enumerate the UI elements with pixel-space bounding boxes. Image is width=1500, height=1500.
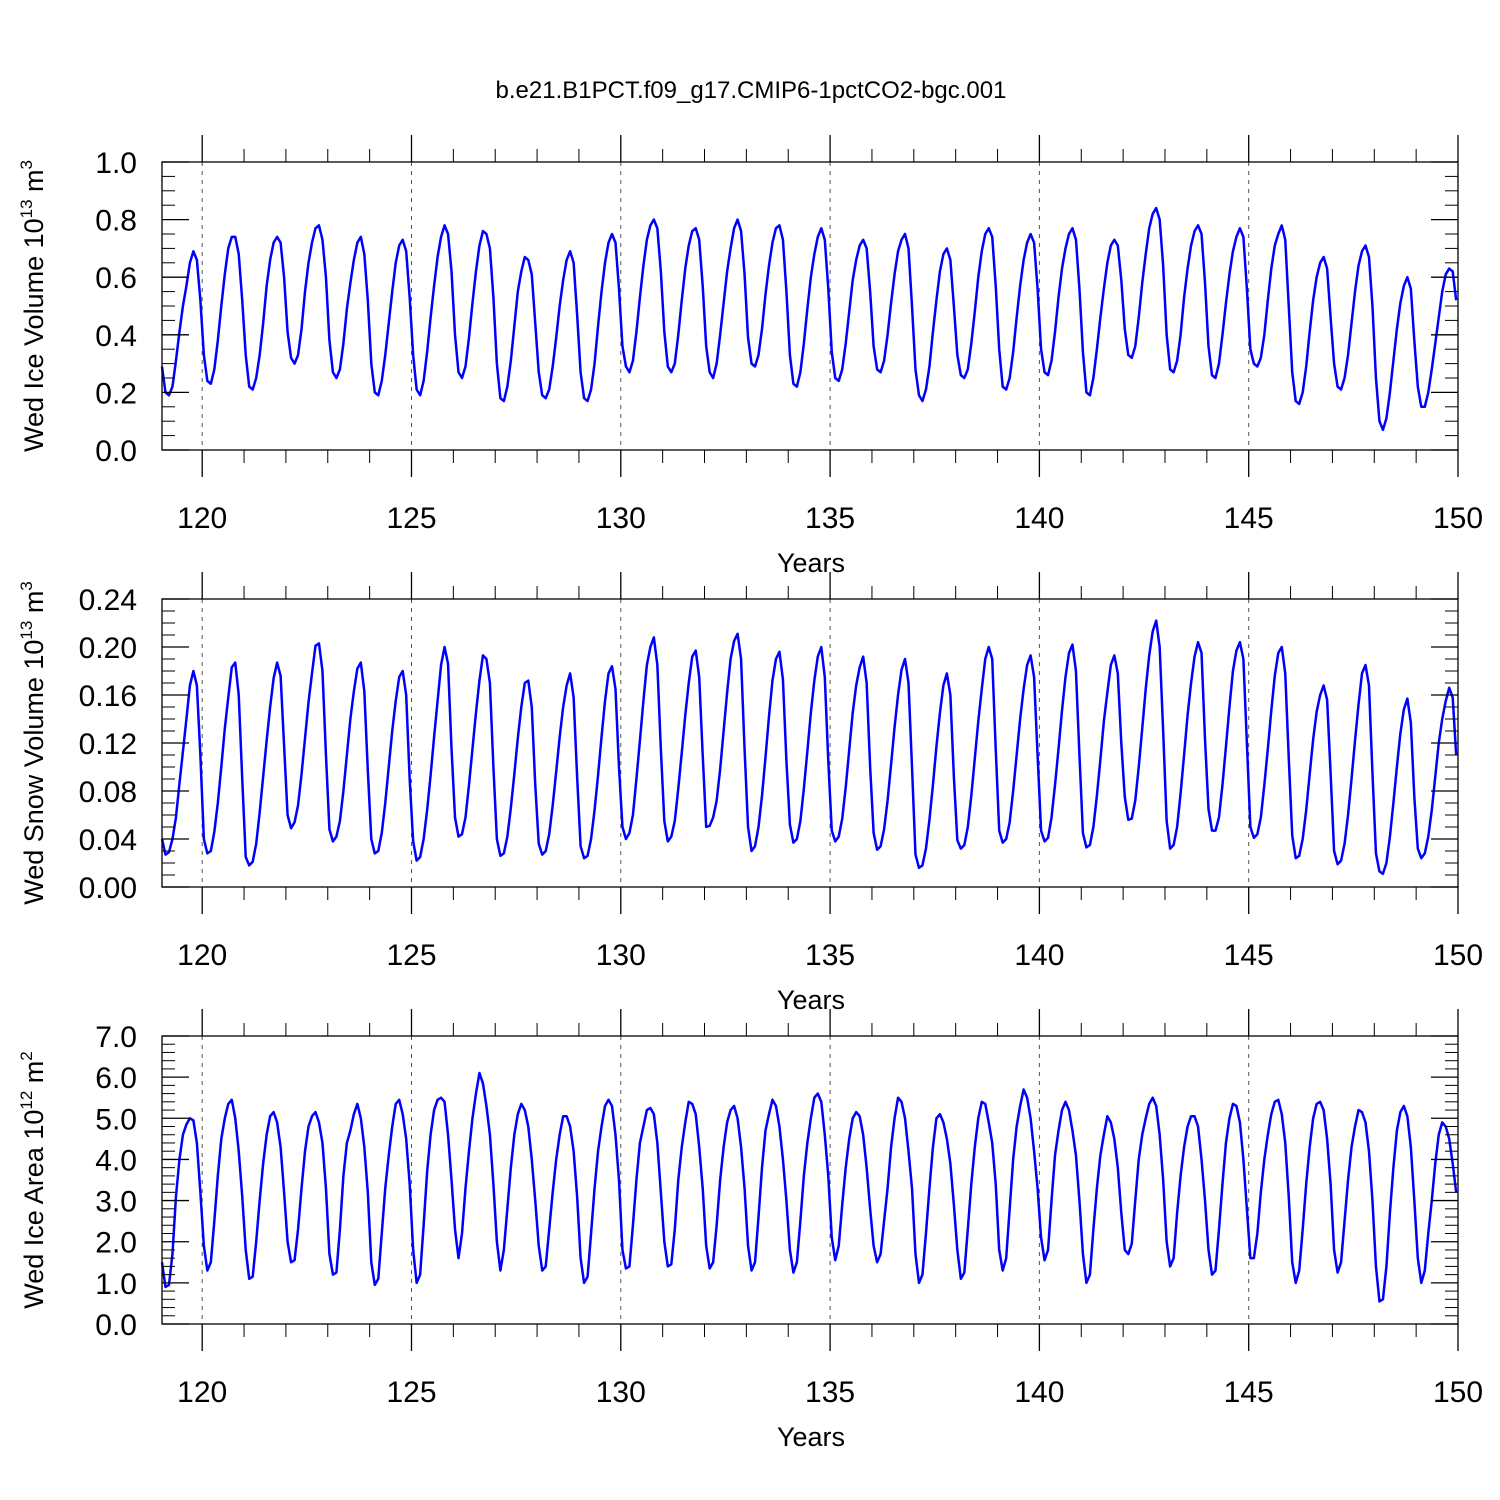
y-tick-label: 0.24	[79, 584, 137, 617]
y-tick-label: 1.0	[95, 147, 137, 180]
x-tick-label: 145	[1224, 939, 1274, 972]
y-tick-label: 0.6	[95, 262, 137, 295]
x-tick-label: 130	[596, 1376, 646, 1409]
plot-frame	[161, 1035, 1459, 1325]
y-tick-label: 0.0	[95, 1309, 137, 1342]
y-axis-label: Wed Ice Area 1012 m2	[17, 1051, 49, 1309]
x-tick-label: 140	[1014, 939, 1064, 972]
x-axis-label: Years	[777, 548, 845, 578]
data-line	[160, 206, 1458, 432]
y-axis-label-part: Wed Ice Area 10	[19, 1110, 49, 1309]
panels: 120 125 130 135 140 145 150 0.0 0.2 0.4 0.6 0.8 1.0 Y…	[17, 135, 1483, 1452]
y-tick-label: 0.20	[79, 632, 137, 665]
y-axis-label: Wed Snow Volume 1013 m3	[17, 581, 49, 905]
figure-title: b.e21.B1PCT.f09_g17.CMIP6-1pctCO2-bgc.00…	[496, 77, 1007, 104]
x-tick-label: 135	[805, 1376, 855, 1409]
x-tick-label: 125	[386, 1376, 436, 1409]
x-tick-label: 140	[1014, 502, 1064, 535]
x-tick-label: 125	[386, 939, 436, 972]
y-axis-label-part: m	[19, 169, 49, 199]
x-tick-label: 150	[1433, 502, 1483, 535]
y-tick-label: 0.0	[95, 435, 137, 468]
x-tick-label: 150	[1433, 939, 1483, 972]
y-tick-label: 7.0	[95, 1021, 137, 1054]
x-tick-label: 135	[805, 939, 855, 972]
y-axis-label-superscript: 13	[17, 199, 36, 218]
y-axis-label-part: m	[19, 1061, 49, 1091]
y-tick-label: 0.08	[79, 776, 137, 809]
data-line	[160, 619, 1458, 876]
y-axis-label-superscript: 2	[17, 1051, 36, 1060]
y-tick-label: 0.2	[95, 377, 137, 410]
x-tick-label: 150	[1433, 1376, 1483, 1409]
y-tick-label: 2.0	[95, 1227, 137, 1260]
x-tick-label: 145	[1224, 502, 1274, 535]
x-tick-label: 130	[596, 502, 646, 535]
x-tick-label: 140	[1014, 1376, 1064, 1409]
y-tick-label: 4.0	[95, 1144, 137, 1177]
x-tick-label: 135	[805, 502, 855, 535]
data-line	[160, 1071, 1458, 1303]
panel-3: 120 125 130 135 140 145 150 0.0 1.0 2.0 3.0 4.0 5.0 6…	[17, 1009, 1483, 1452]
y-axis-label: Wed Ice Volume 1013 m3	[17, 160, 49, 452]
x-tick-label: 120	[177, 939, 227, 972]
x-tick-label: 120	[177, 502, 227, 535]
y-axis-label-superscript: 3	[17, 581, 36, 590]
x-axis-label: Years	[777, 985, 845, 1015]
y-axis-label-superscript: 12	[17, 1091, 36, 1110]
x-tick-label: 145	[1224, 1376, 1274, 1409]
y-tick-label: 0.04	[79, 824, 137, 857]
y-tick-label: 3.0	[95, 1186, 137, 1219]
y-axis-label-superscript: 13	[17, 621, 36, 640]
y-tick-label: 0.4	[95, 320, 137, 353]
x-tick-label: 120	[177, 1376, 227, 1409]
y-tick-label: 5.0	[95, 1103, 137, 1136]
y-axis-label-part: m	[19, 591, 49, 621]
y-tick-label: 6.0	[95, 1062, 137, 1095]
y-axis-label-part: Wed Ice Volume 10	[19, 218, 49, 452]
y-tick-label: 0.12	[79, 728, 137, 761]
panel-2: 120 125 130 135 140 145 150 0.00 0.04 0.08 0.12 0.1…	[17, 572, 1483, 1015]
y-tick-label: 1.0	[95, 1268, 137, 1301]
x-axis-label: Years	[777, 1422, 845, 1452]
y-tick-label: 0.8	[95, 205, 137, 238]
y-axis-label-part: Wed Snow Volume 10	[19, 640, 49, 905]
panel-1: 120 125 130 135 140 145 150 0.0 0.2 0.4 0.6 0.8 1.0 Y…	[17, 135, 1483, 578]
y-axis-label-superscript: 3	[17, 160, 36, 169]
x-tick-label: 130	[596, 939, 646, 972]
y-tick-label: 0.00	[79, 872, 137, 905]
y-tick-label: 0.16	[79, 680, 137, 713]
x-tick-label: 125	[386, 502, 436, 535]
